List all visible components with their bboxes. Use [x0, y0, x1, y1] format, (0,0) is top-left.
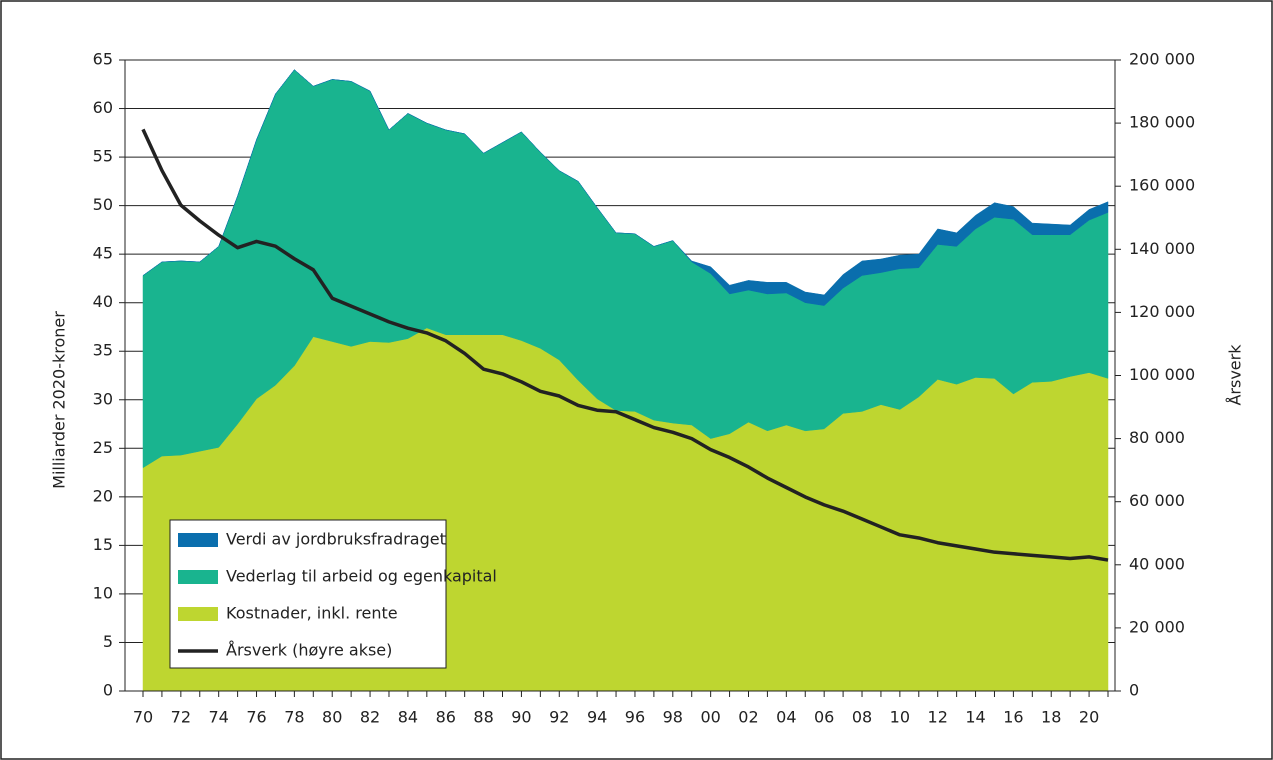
area: [142, 69, 1109, 306]
x-tick-label: 72: [171, 708, 191, 727]
y-tick-label: 30: [93, 389, 113, 408]
x-tick-label: 00: [700, 708, 720, 727]
x-tick-label: 96: [625, 708, 645, 727]
x-tick-label: 86: [436, 708, 456, 727]
x-tick-label: 08: [852, 708, 872, 727]
legend-swatch: [178, 607, 218, 621]
legend: Verdi av jordbruksfradraget Vederlag til …: [169, 519, 497, 669]
line: [141, 128, 1109, 562]
x-tick-label: 80: [322, 708, 342, 727]
legend-label: Vederlag til arbeid og egenkapital: [226, 567, 497, 586]
y-tick-label: 40: [93, 292, 113, 311]
x-tick-label: 74: [209, 708, 229, 727]
legend-label: Verdi av jordbruksfradraget: [226, 530, 446, 549]
x-tick-label: 06: [814, 708, 834, 727]
y2-tick-label: 160 000: [1129, 176, 1195, 195]
y-tick-label: 25: [93, 438, 113, 457]
y2-axis-label: Årsverk: [1226, 344, 1245, 406]
x-tick-label: 84: [398, 708, 418, 727]
y-tick-label: 35: [93, 341, 113, 360]
y-tick-label: 15: [93, 535, 113, 554]
y2-tick-label: 100 000: [1129, 365, 1195, 384]
y-tick-label: 65: [93, 50, 113, 69]
x-tick-label: 76: [246, 708, 266, 727]
y-axis-label: Milliarder 2020-kroner: [50, 311, 69, 489]
y-tick-label: 0: [103, 681, 113, 700]
y-tick-label: 10: [93, 583, 113, 602]
legend-label: Årsverk (høyre akse): [226, 641, 392, 660]
x-tick-label: 14: [965, 708, 985, 727]
x-tick-label: 18: [1041, 708, 1061, 727]
x-tick-label: 10: [890, 708, 910, 727]
y2-tick-label: 120 000: [1129, 302, 1195, 321]
x-tick-label: 70: [133, 708, 153, 727]
y2-tick-label: 0: [1129, 681, 1139, 700]
y2-tick-label: 20 000: [1129, 617, 1185, 636]
y-tick-label: 50: [93, 195, 113, 214]
y2-tick-label: 200 000: [1129, 50, 1195, 69]
y2-tick-label: 180 000: [1129, 113, 1195, 132]
x-tick-label: 20: [1079, 708, 1099, 727]
y2-tick-label: 80 000: [1129, 428, 1185, 447]
y2-tick-label: 140 000: [1129, 239, 1195, 258]
x-tick-label: 04: [776, 708, 796, 727]
x-tick-label: 82: [360, 708, 380, 727]
x-tick-label: 92: [549, 708, 569, 727]
legend-label: Kostnader, inkl. rente: [226, 604, 398, 623]
x-tick-label: 78: [284, 708, 304, 727]
y-tick-label: 55: [93, 147, 113, 166]
y2-tick-label: 60 000: [1129, 491, 1185, 510]
x-tick-label: 90: [511, 708, 531, 727]
legend-swatch: [178, 533, 218, 547]
y-tick-label: 5: [103, 632, 113, 651]
x-tick-label: 94: [587, 708, 607, 727]
y2-tick-label: 40 000: [1129, 554, 1185, 573]
x-tick-label: 98: [663, 708, 683, 727]
legend-swatch: [178, 570, 218, 584]
axes: 0 5 10 15 20 25 30 35 40 45 50 55 60 65 0 20 000 40 000 6…: [93, 50, 1196, 727]
x-tick-label: 12: [928, 708, 948, 727]
x-tick-label: 88: [473, 708, 493, 727]
y-tick-label: 45: [93, 244, 113, 263]
y-tick-label: 60: [93, 98, 113, 117]
x-tick-label: 02: [738, 708, 758, 727]
x-tick-label: 16: [1003, 708, 1023, 727]
y-tick-label: 20: [93, 486, 113, 505]
